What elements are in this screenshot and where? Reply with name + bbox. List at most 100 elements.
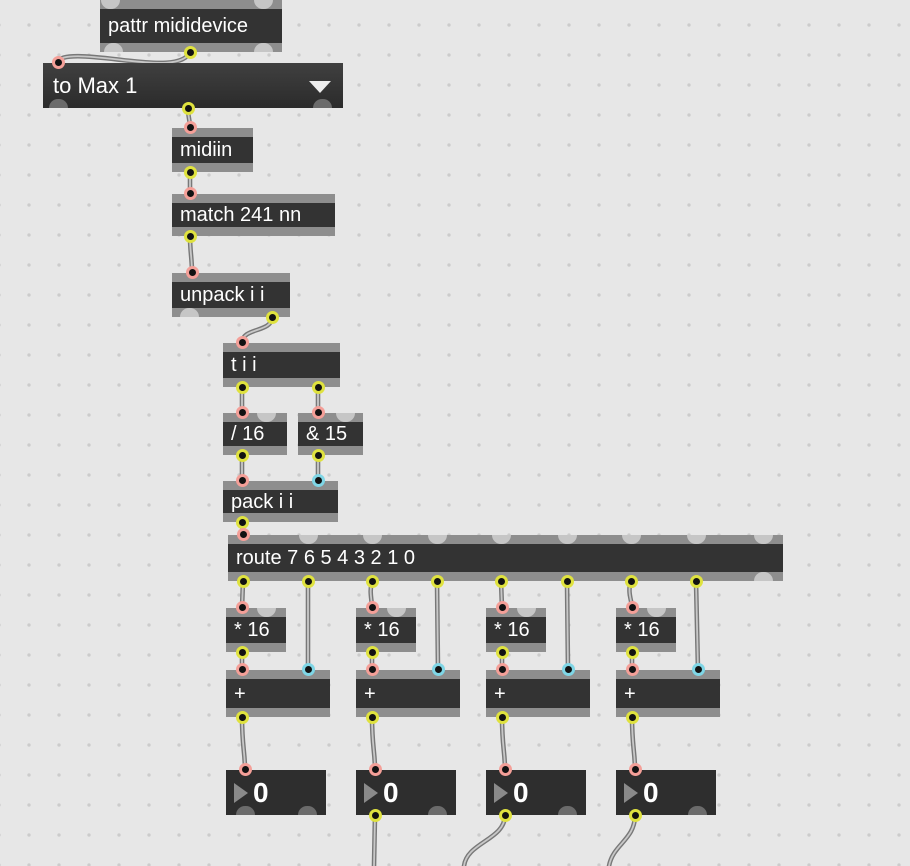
object-box-plus-3[interactable]: +	[486, 663, 590, 724]
patch-cord[interactable]	[55, 49, 193, 66]
outlet-port[interactable]	[181, 102, 195, 115]
inlet-port[interactable]	[691, 663, 705, 676]
patch-cord[interactable]	[695, 580, 699, 671]
inlet-port[interactable]	[625, 663, 639, 676]
patch-cord[interactable]	[57, 51, 191, 64]
patch-cord[interactable]	[566, 580, 569, 671]
inlet-port[interactable]	[238, 763, 252, 776]
object-box-plus-1[interactable]: +	[226, 663, 330, 724]
inlet-port[interactable]	[498, 763, 512, 776]
outlet-port[interactable]	[624, 575, 638, 588]
outlet-port[interactable]	[235, 711, 249, 724]
inlet-port[interactable]	[628, 763, 642, 776]
umenu-dropdown-mididevice[interactable]: to Max 1	[43, 56, 343, 115]
inlet-port[interactable]	[256, 413, 276, 422]
outlet-port[interactable]	[625, 711, 639, 724]
outlet-port[interactable]	[557, 806, 577, 815]
outlet-port[interactable]	[235, 516, 249, 529]
outlet-port[interactable]	[235, 449, 249, 462]
object-box-mul16-4[interactable]: * 16	[616, 601, 676, 659]
object-box-and-15[interactable]: & 15	[298, 406, 363, 462]
outlet-port[interactable]	[368, 809, 382, 822]
inlet-port[interactable]	[311, 406, 325, 419]
inlet-port[interactable]	[298, 535, 318, 544]
inlet-port[interactable]	[256, 608, 276, 617]
number-box-1[interactable]: 0	[226, 763, 326, 815]
inlet-port[interactable]	[253, 0, 273, 9]
patch-cord[interactable]	[606, 812, 638, 866]
object-box-plus-2[interactable]: +	[356, 663, 460, 724]
outlet-port[interactable]	[235, 381, 249, 394]
outlet-port[interactable]	[495, 711, 509, 724]
inlet-port[interactable]	[431, 663, 445, 676]
inlet-port[interactable]	[427, 535, 447, 544]
inlet-port[interactable]	[516, 608, 536, 617]
inlet-port[interactable]	[557, 535, 577, 544]
inlet-port[interactable]	[183, 187, 197, 200]
object-box-match-241-nn[interactable]: match 241 nn	[172, 187, 335, 243]
inlet-port[interactable]	[621, 535, 641, 544]
outlet-port[interactable]	[48, 99, 68, 108]
number-box-triangle-icon[interactable]	[234, 782, 248, 803]
object-box-pack-i-i[interactable]: pack i i	[223, 474, 338, 529]
inlet-port[interactable]	[686, 535, 706, 544]
inlet-port[interactable]	[183, 121, 197, 134]
inlet-port[interactable]	[362, 535, 382, 544]
outlet-port[interactable]	[687, 806, 707, 815]
object-box-t-i-i[interactable]: t i i	[223, 336, 340, 394]
inlet-port[interactable]	[311, 474, 325, 487]
outlet-port[interactable]	[365, 646, 379, 659]
outlet-port[interactable]	[311, 381, 325, 394]
inlet-port[interactable]	[236, 528, 250, 541]
inlet-port[interactable]	[100, 0, 120, 9]
patch-cord[interactable]	[436, 580, 439, 671]
inlet-port[interactable]	[235, 663, 249, 676]
outlet-port[interactable]	[365, 575, 379, 588]
inlet-port[interactable]	[235, 474, 249, 487]
outlet-port[interactable]	[689, 575, 703, 588]
outlet-port[interactable]	[311, 449, 325, 462]
inlet-port[interactable]	[646, 608, 666, 617]
inlet-port[interactable]	[301, 663, 315, 676]
inlet-port[interactable]	[753, 535, 773, 544]
patch-cord[interactable]	[373, 814, 376, 866]
inlet-port[interactable]	[51, 56, 65, 69]
number-box-4[interactable]: 0	[616, 763, 716, 822]
outlet-port[interactable]	[312, 99, 332, 108]
object-box-mul16-1[interactable]: * 16	[226, 601, 286, 659]
outlet-port[interactable]	[753, 572, 773, 581]
outlet-port[interactable]	[179, 308, 199, 317]
inlet-port[interactable]	[495, 663, 509, 676]
outlet-port[interactable]	[183, 230, 197, 243]
outlet-port[interactable]	[235, 646, 249, 659]
outlet-port[interactable]	[430, 575, 444, 588]
inlet-port[interactable]	[368, 763, 382, 776]
object-box-mul16-3[interactable]: * 16	[486, 601, 546, 659]
object-box-midiin[interactable]: midiin	[172, 121, 253, 179]
number-box-3[interactable]: 0	[486, 763, 586, 822]
inlet-port[interactable]	[561, 663, 575, 676]
number-box-triangle-icon[interactable]	[624, 782, 638, 803]
inlet-port[interactable]	[235, 406, 249, 419]
outlet-port[interactable]	[265, 311, 279, 324]
outlet-port[interactable]	[495, 646, 509, 659]
outlet-port[interactable]	[498, 809, 512, 822]
outlet-port[interactable]	[625, 646, 639, 659]
object-box-pattr-mididevice[interactable]: pattr mididevice	[100, 0, 282, 59]
number-box-triangle-icon[interactable]	[364, 782, 378, 803]
dropdown-arrow-icon[interactable]	[309, 80, 331, 93]
inlet-port[interactable]	[625, 601, 639, 614]
inlet-port[interactable]	[365, 601, 379, 614]
number-box-2[interactable]: 0	[356, 763, 456, 822]
outlet-port[interactable]	[183, 46, 197, 59]
patch-cord[interactable]	[461, 812, 508, 866]
number-box-triangle-icon[interactable]	[494, 782, 508, 803]
inlet-port[interactable]	[365, 663, 379, 676]
inlet-port[interactable]	[235, 601, 249, 614]
outlet-port[interactable]	[560, 575, 574, 588]
outlet-port[interactable]	[183, 166, 197, 179]
outlet-port[interactable]	[297, 806, 317, 815]
object-box-unpack-i-i[interactable]: unpack i i	[172, 266, 290, 324]
object-box-div-16[interactable]: / 16	[223, 406, 287, 462]
object-box-mul16-2[interactable]: * 16	[356, 601, 416, 659]
